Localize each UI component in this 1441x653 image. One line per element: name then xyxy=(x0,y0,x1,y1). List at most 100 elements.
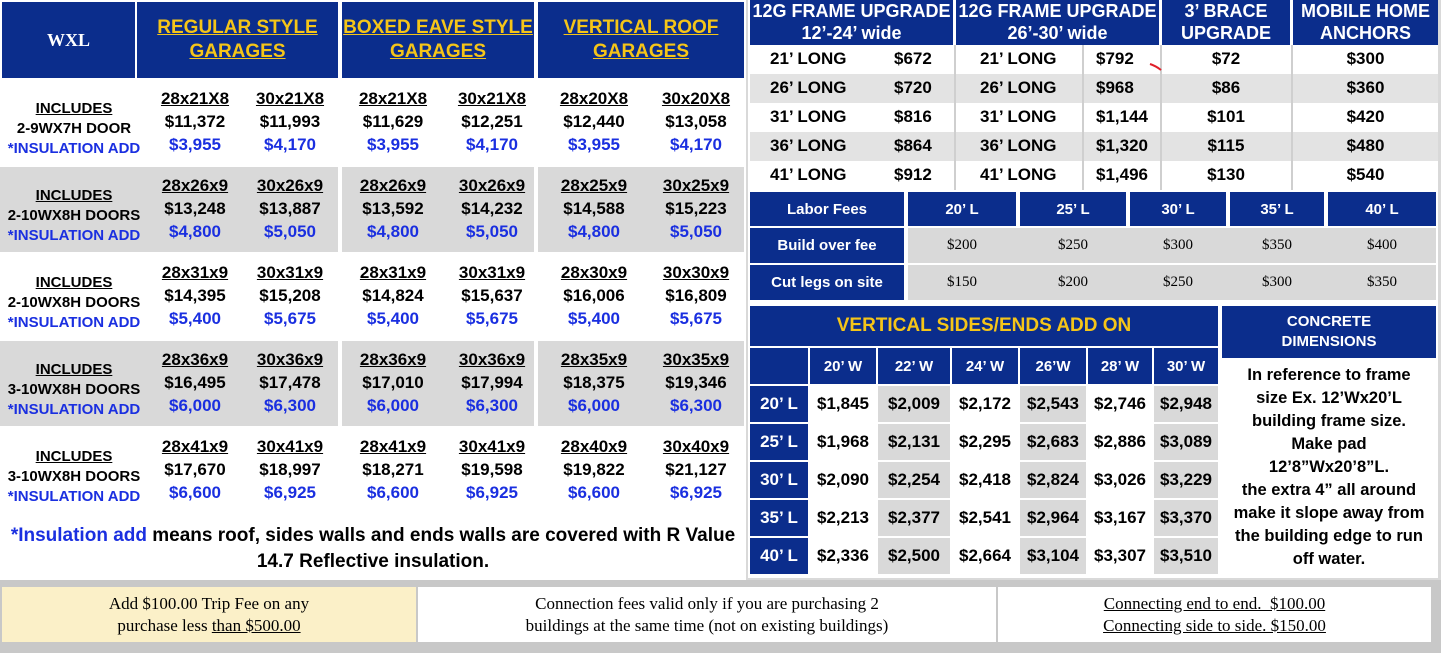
garage-size: 28x20X8 xyxy=(559,89,629,108)
concrete-line: the extra 4” all around xyxy=(1241,481,1417,499)
insulation-price: $5,675 xyxy=(466,309,518,328)
insulation-price: $5,050 xyxy=(670,222,722,241)
concrete-dimensions: CONCRETE DIMENSIONS In reference to fram… xyxy=(1220,302,1438,578)
vertical-sides-title: VERTICAL SIDES/ENDS ADD ON xyxy=(750,306,1218,346)
labor-row-bg xyxy=(908,228,1436,263)
garage-price-cell: 28x20X8 $12,440 $3,955 xyxy=(546,87,642,156)
garage-price-cell: 30x25x9 $15,223 $5,050 xyxy=(648,174,744,243)
column-divider xyxy=(1291,45,1293,190)
insulation-price: $6,300 xyxy=(670,396,722,415)
insulation-price: $6,300 xyxy=(264,396,316,415)
garage-price: $13,592 xyxy=(362,199,424,218)
garage-price-cell: 30x21X8 $11,993 $4,170 xyxy=(245,87,335,156)
labor-fee-value: $350 xyxy=(1367,274,1397,290)
garage-price: $16,809 xyxy=(665,286,727,305)
labor-row-label: Cut legs on site xyxy=(750,265,904,300)
boxed-eave-line1: BOXED EAVE STYLE xyxy=(343,17,533,38)
connection-fees-note: Connection fees valid only if you are pu… xyxy=(418,587,996,642)
upgrade-row xyxy=(750,132,1438,161)
door-spec: 2-9WX7H DOOR xyxy=(16,120,132,137)
insulation-price: $6,300 xyxy=(466,396,518,415)
upgrade-header-brace: 3’ BRACE UPGRADE xyxy=(1162,0,1290,45)
insulation-price: $4,170 xyxy=(466,135,518,154)
anchor-price: $300 xyxy=(1346,49,1385,68)
insulation-price: $3,955 xyxy=(169,135,221,154)
length-b: 21’ LONG xyxy=(980,49,1057,68)
anchor-price: $420 xyxy=(1346,107,1385,126)
length-row-label: 20’ L xyxy=(750,386,808,422)
labor-fee-value: $150 xyxy=(947,274,977,290)
upgrade-row xyxy=(750,161,1438,190)
vertical-roof-line1: VERTICAL ROOF xyxy=(563,17,719,38)
garage-price: $18,997 xyxy=(259,460,321,479)
garage-size: 28x40x9 xyxy=(560,437,628,456)
garage-size: 30x40x9 xyxy=(662,437,730,456)
garage-price-cell: 30x36x9 $17,478 $6,300 xyxy=(245,348,335,417)
insulation-price: $5,050 xyxy=(264,222,316,241)
garage-size: 30x36x9 xyxy=(256,350,324,369)
vertical-sides-price: $3,307 xyxy=(1088,538,1152,574)
door-spec: 3-10WX8H DOORS xyxy=(7,468,141,485)
upgrade-header-12g-narrow-line1: 12G FRAME UPGRADE xyxy=(752,1,951,21)
upgrade-row xyxy=(750,103,1438,132)
garage-price: $15,637 xyxy=(461,286,523,305)
concrete-title: CONCRETE DIMENSIONS xyxy=(1222,306,1436,358)
insulation-price: $5,050 xyxy=(466,222,518,241)
length-row-label: 40’ L xyxy=(750,538,808,574)
garage-size: 28x21X8 xyxy=(160,89,230,108)
garage-price-cell: 28x21X8 $11,629 $3,955 xyxy=(345,87,441,156)
vertical-sides-price: $2,500 xyxy=(878,538,950,574)
insulation-price: $4,800 xyxy=(169,222,221,241)
garage-price: $15,223 xyxy=(665,199,727,218)
vertical-sides-price: $2,336 xyxy=(810,538,876,574)
vertical-sides-price: $1,968 xyxy=(810,424,876,460)
garage-size: 28x36x9 xyxy=(359,350,427,369)
garage-price-cell: 30x41x9 $18,997 $6,925 xyxy=(245,435,335,504)
garage-size: 30x31x9 xyxy=(458,263,526,282)
vertical-sides-price: $3,370 xyxy=(1154,500,1218,536)
vertical-roof-header: VERTICAL ROOF GARAGES xyxy=(538,2,744,78)
garage-price: $15,208 xyxy=(259,286,321,305)
row-divider xyxy=(0,165,744,167)
connecting-end-to-end: Connecting end to end. $100.00 xyxy=(1103,593,1326,613)
connection-line1: Connection fees valid only if you are pu… xyxy=(535,593,879,613)
vertical-sides-price: $3,026 xyxy=(1088,462,1152,498)
brace-price: $130 xyxy=(1207,165,1245,184)
vertical-sides-price: $3,089 xyxy=(1154,424,1218,460)
brace-price: $101 xyxy=(1207,107,1245,126)
garage-size: 28x26x9 xyxy=(359,176,427,195)
includes-label: INCLUDES xyxy=(35,274,113,291)
vertical-sides-price: $2,131 xyxy=(878,424,950,460)
vertical-sides-price: $2,295 xyxy=(952,424,1018,460)
width-column-header: 30’ W xyxy=(1154,348,1218,384)
vertical-sides-price: $3,510 xyxy=(1154,538,1218,574)
garage-size: 28x35x9 xyxy=(560,350,628,369)
garage-price: $12,440 xyxy=(563,112,625,131)
upgrade-row xyxy=(750,74,1438,103)
vertical-sides-price: $2,541 xyxy=(952,500,1018,536)
vertical-sides-price: $3,167 xyxy=(1088,500,1152,536)
price-a: $720 xyxy=(894,78,932,97)
garage-price-cell: 30x30x9 $16,809 $5,675 xyxy=(648,261,744,330)
upgrade-header-12g-wide-line1: 12G FRAME UPGRADE xyxy=(958,1,1157,21)
garage-price: $17,010 xyxy=(362,373,424,392)
insulation-price: $6,600 xyxy=(367,483,419,502)
connecting-side-to-side: Connecting side to side. $150.00 xyxy=(1103,615,1326,635)
wxl-header: WXL xyxy=(2,2,135,78)
vertical-sides-price: $2,664 xyxy=(952,538,1018,574)
insulation-price: $6,000 xyxy=(169,396,221,415)
garage-size: 30x26x9 xyxy=(256,176,324,195)
garage-price: $11,993 xyxy=(259,112,321,131)
labor-column-header: 35’ L xyxy=(1230,192,1324,226)
length-a: 41’ LONG xyxy=(770,165,847,184)
upgrade-header-12g-narrow: 12G FRAME UPGRADE 12’-24’ wide xyxy=(750,0,953,45)
labor-row-label: Build over fee xyxy=(750,228,904,263)
red-mark-icon xyxy=(1149,63,1162,71)
includes-label: INCLUDES xyxy=(35,187,113,204)
vertical-sides-price: $2,090 xyxy=(810,462,876,498)
garage-size: 28x26x9 xyxy=(161,176,229,195)
garage-price-cell: 30x31x9 $15,637 $5,675 xyxy=(444,261,540,330)
garage-size: 30x26x9 xyxy=(458,176,526,195)
garage-size: 30x20X8 xyxy=(661,89,731,108)
length-b: 26’ LONG xyxy=(980,78,1057,97)
